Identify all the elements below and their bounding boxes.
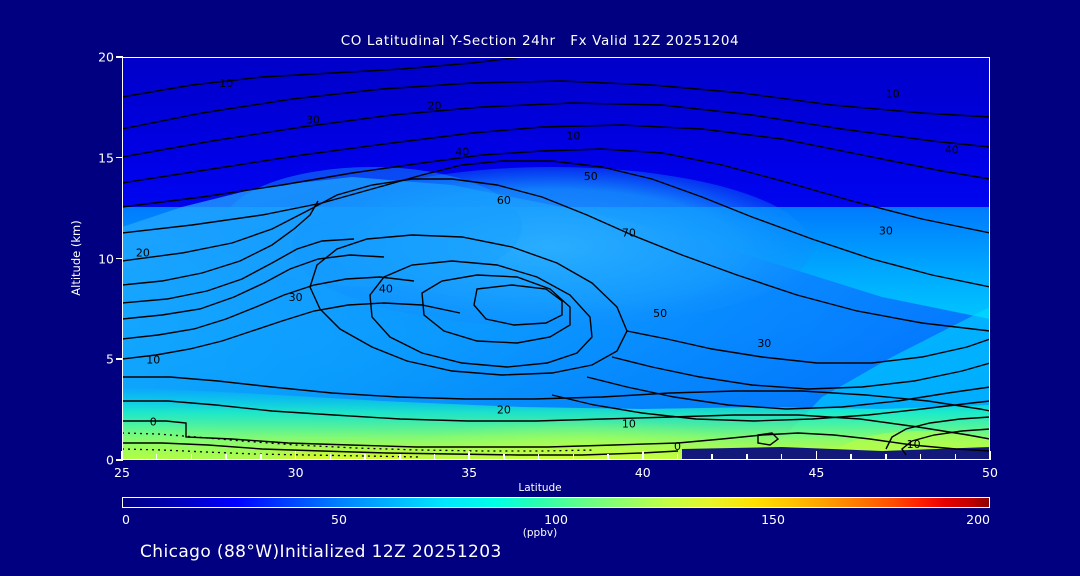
x-tick-label: 40 — [634, 465, 651, 480]
figure-caption: Chicago (88°W)Initialized 12Z 20251203 — [140, 542, 502, 562]
contour-label: 20 — [427, 99, 441, 112]
contour-label: 60 — [497, 194, 511, 207]
contour-label: 40 — [379, 283, 393, 296]
contour-label: 30 — [757, 337, 771, 350]
contour-svg: 10 20 30 40 50 60 70 20 30 40 50 10 30 0 20 10 0 10 10 40 30… — [122, 57, 990, 460]
plot-frame — [122, 57, 990, 460]
y-tick-label: 0 — [106, 452, 114, 468]
contour-label: 10 — [219, 77, 233, 90]
contour-labels: 10 20 30 40 50 60 70 20 30 40 50 10 30 0 20 10 0 10 10 40 30… — [136, 77, 959, 453]
contour-label: 10 — [886, 87, 900, 100]
colorbar-tick-label: 100 — [544, 512, 568, 527]
contour-label: 50 — [584, 170, 598, 183]
field-secondary-max — [222, 167, 522, 287]
y-tick-label: 10 — [98, 251, 114, 266]
contour-label: 0 — [674, 440, 681, 453]
contour-label: 20 — [136, 246, 150, 259]
x-tick-label: 30 — [287, 465, 304, 480]
contour-label: 40 — [945, 144, 959, 157]
contour-label: 40 — [455, 146, 469, 159]
contour-label: 20 — [497, 404, 511, 417]
x-tick-label: 35 — [461, 465, 478, 480]
x-tick-label: 25 — [114, 465, 130, 480]
field-ground-mask — [682, 447, 990, 460]
colorbar-unit: (ppbv) — [522, 527, 558, 539]
page-title: CO Latitudinal Y-Section 24hr Fx Valid 1… — [340, 33, 740, 49]
contour-label: 10 — [146, 353, 160, 366]
contour-label: 0 — [150, 416, 157, 429]
contour-lines — [122, 57, 990, 458]
y-axis-title: Altitude (km) — [69, 220, 83, 296]
x-tick-label: 45 — [808, 465, 825, 480]
colorbar-tick-label: 200 — [966, 512, 990, 527]
plot-region: 10 20 30 40 50 60 70 20 30 40 50 10 30 0 20 10 0 10 10 40 30… — [122, 57, 990, 460]
colorbar-tick-label: 150 — [761, 512, 785, 527]
contour-label: 30 — [879, 224, 893, 237]
contour-label: 70 — [622, 226, 636, 239]
contour-label: 10 — [622, 418, 636, 431]
contour-label: 30 — [306, 113, 320, 126]
colorbar — [122, 497, 990, 508]
contour-label: 10 — [566, 130, 580, 143]
contour-plot-canvas: 10 20 30 40 50 60 70 20 30 40 50 10 30 0 20 10 0 10 10 40 30… — [122, 57, 990, 460]
y-tick-label: 20 — [98, 49, 114, 65]
x-axis-title: Latitude — [518, 482, 562, 494]
contour-label: 10 — [907, 438, 921, 451]
contour-label: 50 — [653, 307, 667, 320]
x-tick-label: 50 — [982, 465, 998, 480]
y-tick-label: 5 — [106, 351, 114, 367]
y-tick-label: 15 — [98, 150, 114, 166]
contour-label: 30 — [289, 291, 303, 304]
field-max-core — [292, 167, 812, 327]
colorbar-tick-label: 0 — [122, 512, 130, 527]
colorbar-tick-label: 50 — [331, 512, 347, 527]
